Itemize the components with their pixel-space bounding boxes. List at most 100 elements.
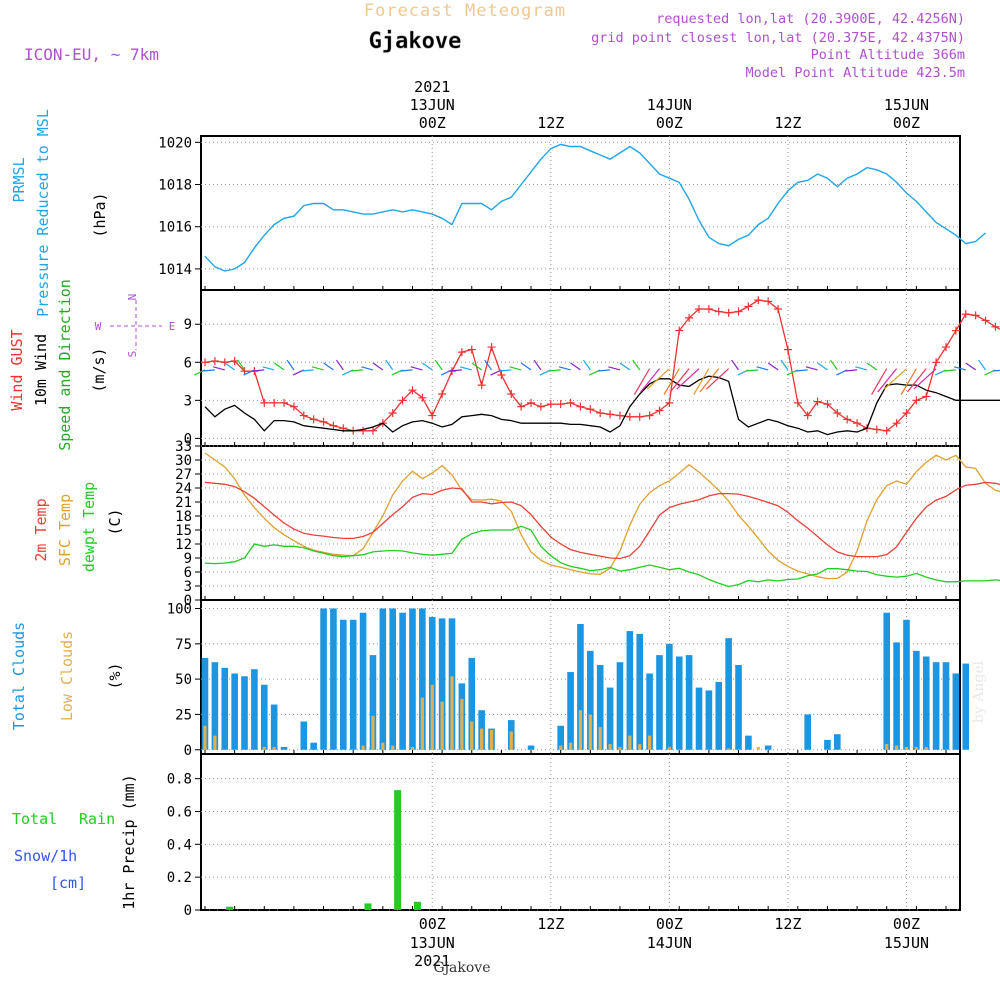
wind-arrow bbox=[676, 368, 700, 390]
low-cloud-bar bbox=[727, 748, 731, 750]
wind-arrow bbox=[817, 362, 828, 371]
gust-marker bbox=[714, 307, 723, 316]
total-cloud-bar bbox=[824, 739, 831, 750]
low-cloud-bar bbox=[460, 698, 464, 750]
clouds-ytick-label: 100 bbox=[167, 601, 192, 617]
gust-marker bbox=[457, 348, 466, 357]
model-label: ICON-EU, ~ 7km bbox=[24, 45, 159, 64]
wind-arrow bbox=[883, 368, 907, 390]
wind-arrow bbox=[871, 368, 888, 395]
total-cloud-bar bbox=[764, 745, 772, 750]
gust-marker bbox=[793, 398, 802, 407]
total-cloud-bar bbox=[893, 642, 900, 750]
rain-bar bbox=[394, 790, 402, 910]
wind-arrow bbox=[385, 359, 394, 371]
wind-arrow bbox=[780, 359, 789, 371]
pressure-panel: 1014 1016 1018 1020 bbox=[158, 135, 986, 291]
wind-arrow bbox=[829, 359, 838, 371]
wind-arrow bbox=[993, 369, 1000, 372]
total-cloud-bar bbox=[577, 624, 584, 750]
credit-label: by Angel bbox=[971, 660, 987, 723]
wind-arrow bbox=[582, 359, 591, 371]
gust-marker bbox=[912, 396, 921, 405]
precip-ytick-label: 0.8 bbox=[167, 772, 192, 788]
total-cloud-bar bbox=[527, 745, 535, 750]
gust-marker bbox=[260, 398, 269, 407]
wind-arrow bbox=[608, 366, 621, 371]
pressure-ytick-label: 1014 bbox=[158, 262, 192, 278]
gust-marker bbox=[596, 409, 605, 418]
total-cloud-bar bbox=[616, 662, 624, 750]
low-cloud-bar bbox=[559, 745, 563, 750]
bottom-time-label: 2021 bbox=[414, 952, 450, 970]
dew-label: dewpt Temp bbox=[80, 482, 98, 572]
wind-arrow bbox=[213, 366, 225, 371]
bottom-time-label: 00Z bbox=[419, 915, 446, 933]
temperature-ytick-label: 33 bbox=[175, 439, 192, 455]
total-cloud-bar bbox=[349, 619, 357, 750]
wind-arrow bbox=[262, 366, 275, 371]
wind-arrow bbox=[434, 359, 443, 371]
gust-marker bbox=[843, 415, 852, 424]
gust-marker bbox=[359, 426, 368, 435]
wind-arrow bbox=[663, 368, 680, 395]
sfc-label: SFC Temp bbox=[56, 494, 74, 566]
wind-arrow bbox=[548, 369, 561, 372]
gust-marker bbox=[220, 358, 229, 367]
top-time-label: 14JUN bbox=[647, 96, 692, 114]
point-altitude: Point Altitude 366m bbox=[811, 47, 965, 63]
gust-marker bbox=[774, 305, 783, 314]
low-cloud-bar bbox=[489, 729, 494, 750]
temperature-ytick-label: 3 bbox=[184, 579, 192, 595]
total-cloud-bar bbox=[201, 657, 209, 750]
wind-ytick-label: 3 bbox=[184, 393, 192, 409]
low-cloud-bar bbox=[203, 725, 207, 750]
precip-panel: 0 0.2 0.4 0.6 0.8 bbox=[167, 753, 961, 919]
wind-arrow bbox=[706, 368, 730, 390]
gust-marker bbox=[685, 313, 694, 322]
total-cloud-bar bbox=[428, 616, 436, 750]
bottom-time-label: 00Z bbox=[893, 915, 920, 933]
wind-arrow bbox=[202, 369, 215, 372]
precip-ytick-label: 0 bbox=[184, 903, 192, 919]
total-cloud-bar bbox=[883, 612, 891, 750]
wind-arrow bbox=[640, 368, 660, 393]
total-cloud-bar bbox=[419, 608, 426, 750]
temperature-ytick-label: 9 bbox=[184, 551, 192, 567]
cloud-unit-label: (%) bbox=[106, 662, 124, 689]
wind-line bbox=[204, 375, 1000, 436]
low-cloud-bar bbox=[450, 676, 454, 750]
wind-arrow bbox=[410, 366, 423, 371]
gust-marker bbox=[625, 412, 634, 421]
top-time-label: 15JUN bbox=[884, 96, 929, 114]
wind-arrow bbox=[323, 362, 334, 371]
total-cloud-bar bbox=[211, 662, 219, 750]
total-cloud-bar bbox=[231, 673, 238, 750]
temperature-ytick-label: 15 bbox=[175, 523, 192, 539]
total-cloud-bar bbox=[646, 673, 653, 750]
pressure-label-desc: Pressure Reduced to MSL bbox=[34, 109, 52, 317]
wind-arrow bbox=[273, 362, 285, 371]
gust-marker bbox=[418, 393, 427, 402]
pressure-line bbox=[204, 143, 986, 272]
temperature-ytick-label: 18 bbox=[175, 509, 192, 525]
total-cloud-bar bbox=[567, 672, 574, 750]
low-cloud-bar bbox=[272, 746, 276, 750]
gust-marker bbox=[803, 411, 812, 420]
total-rain-label-rain: Rain bbox=[79, 810, 115, 828]
gust-marker bbox=[329, 421, 338, 430]
wind-arrow bbox=[301, 369, 314, 372]
gust-marker bbox=[289, 402, 298, 411]
gust-marker bbox=[645, 411, 654, 420]
low-cloud-bar bbox=[381, 742, 385, 750]
total-cloud-bar bbox=[834, 734, 841, 750]
gust-marker bbox=[586, 405, 595, 414]
clouds-ytick-label: 0 bbox=[184, 743, 192, 759]
low-cloud-bar bbox=[470, 721, 474, 750]
gust-marker bbox=[388, 409, 397, 418]
wind-arrow bbox=[632, 359, 641, 371]
gust-marker bbox=[764, 297, 773, 306]
gust-marker bbox=[477, 381, 486, 390]
wind-arrow bbox=[252, 369, 265, 372]
